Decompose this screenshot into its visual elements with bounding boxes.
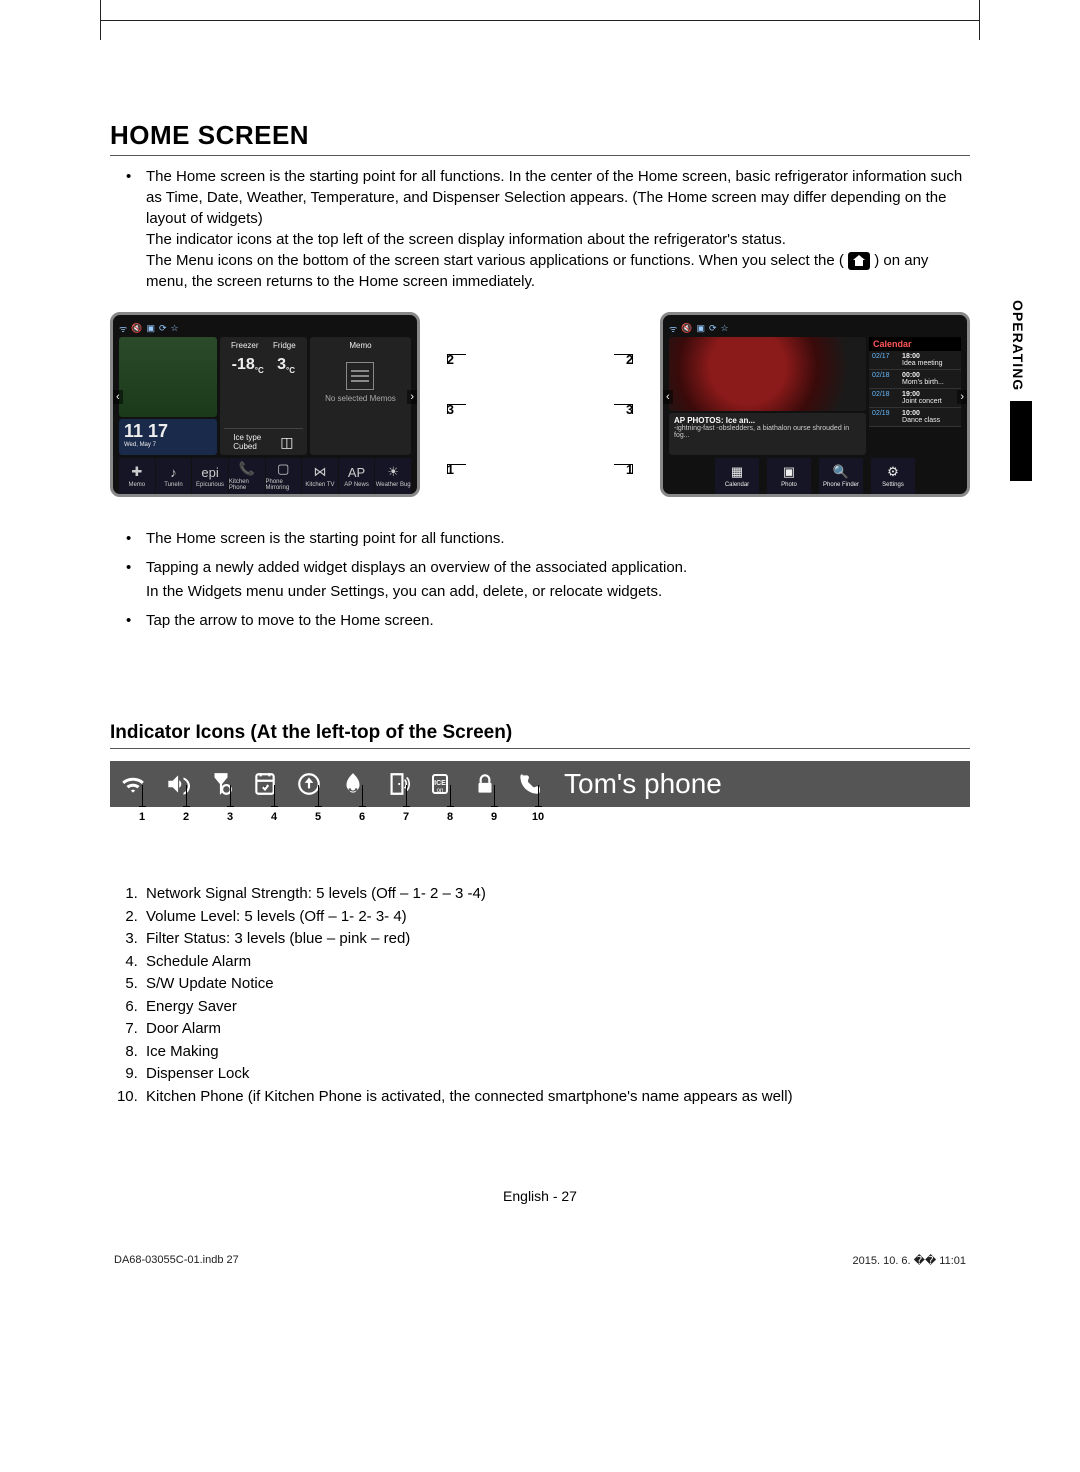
indicator-number: 4 xyxy=(252,811,296,823)
callout-3: 3 xyxy=(447,402,454,417)
wifi-icon xyxy=(120,771,148,797)
indicator-number: 8 xyxy=(428,811,472,823)
menu-item: ▦Calendar xyxy=(715,458,759,494)
callout-3b: 3 xyxy=(626,402,633,417)
legend-item: Volume Level: 5 levels (Off – 1- 2- 3- 4… xyxy=(142,906,970,929)
weather-widget xyxy=(119,337,217,417)
indicator-legend: Network Signal Strength: 5 levels (Off –… xyxy=(122,883,970,1108)
home-icon xyxy=(848,252,870,270)
menu-item: ▣Photo xyxy=(767,458,811,494)
callout-1: 1 xyxy=(447,462,454,477)
memo-icon xyxy=(346,362,374,390)
door-alarm-icon xyxy=(384,771,412,797)
callout-2: 2 xyxy=(447,352,454,367)
legend-item: S/W Update Notice xyxy=(142,973,970,996)
legend-item: Network Signal Strength: 5 levels (Off –… xyxy=(142,883,970,906)
calendar-item: 02/1800:00Mom's birth... xyxy=(869,370,961,389)
body-bullet: Tap the arrow to move to the Home screen… xyxy=(110,609,970,632)
s1-statusbar: ᯤ🔇▣⟳☆ xyxy=(119,321,411,335)
indicator-number: 9 xyxy=(472,811,516,823)
section-tab-label: OPERATING xyxy=(1010,300,1026,391)
page-footer: English - 27 xyxy=(110,1188,970,1204)
legend-item: Dispenser Lock xyxy=(142,1063,970,1086)
indicator-number: 5 xyxy=(296,811,340,823)
svg-text:on: on xyxy=(437,788,444,794)
manual-page: OPERATING HOME SCREEN • The Home screen … xyxy=(100,0,980,1307)
menu-item: ♪TuneIn xyxy=(156,458,192,494)
screenshot-row: ᯤ🔇▣⟳☆ 11 17 Wed, May 7 Freezer xyxy=(110,312,970,497)
volume-icon xyxy=(164,771,192,797)
lock-icon xyxy=(472,771,500,797)
phone-icon xyxy=(516,771,544,797)
memo-widget: Memo No selected Memos xyxy=(310,337,411,455)
print-footer: DA68-03055C-01.indb 27 2015. 10. 6. �� 1… xyxy=(110,1254,970,1267)
body-bullet: Tapping a newly added widget displays an… xyxy=(110,556,970,603)
schedule-icon xyxy=(252,771,280,797)
indicator-number: 1 xyxy=(120,811,164,823)
callout-1b: 1 xyxy=(626,462,633,477)
calendar-item: 02/1718:00Idea meeting xyxy=(869,351,961,370)
update-icon xyxy=(296,771,324,797)
legend-item: Ice Making xyxy=(142,1041,970,1064)
screenshot-2: ᯤ🔇▣⟳☆ AP PHOTOS: Ice an... -ightning-fas… xyxy=(660,312,970,497)
section-subtitle: Indicator Icons (At the left-top of the … xyxy=(110,722,970,749)
filter-icon xyxy=(208,771,236,797)
screenshot-1: ᯤ🔇▣⟳☆ 11 17 Wed, May 7 Freezer xyxy=(110,312,420,497)
section-tab: OPERATING xyxy=(1010,300,1040,481)
s2-statusbar: ᯤ🔇▣⟳☆ xyxy=(669,321,961,335)
menu-item: ⋈Kitchen TV xyxy=(302,458,338,494)
screenshot-1-wrap: ᯤ🔇▣⟳☆ 11 17 Wed, May 7 Freezer xyxy=(110,312,420,497)
menu-item: epiEpicurious xyxy=(192,458,228,494)
print-date: 2015. 10. 6. �� 11:01 xyxy=(853,1254,967,1267)
indicator-number: 6 xyxy=(340,811,384,823)
intro-b: The indicator icons at the top left of t… xyxy=(146,231,786,248)
body-bullets: The Home screen is the starting point fo… xyxy=(110,527,970,632)
menu-item: APAP News xyxy=(339,458,375,494)
legend-item: Schedule Alarm xyxy=(142,951,970,974)
menu-item: 🔍Phone Finder xyxy=(819,458,863,494)
indicator-number: 7 xyxy=(384,811,428,823)
news-widget: AP PHOTOS: Ice an... -ightning-fast -obs… xyxy=(669,413,866,455)
menu-item: ▢Phone Mirroring xyxy=(266,458,302,494)
legend-item: Energy Saver xyxy=(142,996,970,1019)
phone-name-label: Tom's phone xyxy=(564,768,722,800)
menu-item: ⚙Settings xyxy=(871,458,915,494)
menu-item: 📞Kitchen Phone xyxy=(229,458,265,494)
s1-menubar: ✚Memo♪TuneInepiEpicurious📞Kitchen Phone▢… xyxy=(119,458,411,494)
calendar-widget: Calendar 02/1718:00Idea meeting02/1800:0… xyxy=(869,337,961,455)
photo-widget xyxy=(669,337,866,411)
callout-2b: 2 xyxy=(626,352,633,367)
menu-item: ✚Memo xyxy=(119,458,155,494)
indicator-number: 10 xyxy=(516,811,560,823)
indicator-number-row: 12345678910 xyxy=(110,811,970,823)
intro-paragraph: • The Home screen is the starting point … xyxy=(110,166,970,292)
body-bullet: The Home screen is the starting point fo… xyxy=(110,527,970,550)
indicator-number: 2 xyxy=(164,811,208,823)
indicator-number: 3 xyxy=(208,811,252,823)
energy-saver-icon xyxy=(340,771,368,797)
section-tab-bar xyxy=(1010,401,1032,481)
temperature-widget: Freezer Fridge -18°C 3°C Ice type xyxy=(220,337,307,455)
ice-making-icon: ICEon xyxy=(428,771,456,797)
s2-menubar: ▦Calendar▣Photo🔍Phone Finder⚙Settings xyxy=(669,458,961,494)
page-title: HOME SCREEN xyxy=(110,120,970,156)
calendar-item: 02/1910:00Dance class xyxy=(869,408,961,427)
print-file: DA68-03055C-01.indb 27 xyxy=(114,1254,239,1267)
screenshot-2-wrap: 2 3 1 ᯤ🔇▣⟳☆ AP PHOTOS: Ice an... -ightni… xyxy=(660,312,970,497)
legend-item: Kitchen Phone (if Kitchen Phone is activ… xyxy=(142,1086,970,1109)
intro-a: The Home screen is the starting point fo… xyxy=(146,168,962,227)
menu-item: ☀Weather Bug xyxy=(375,458,411,494)
clock-widget: 11 17 Wed, May 7 xyxy=(119,419,217,455)
calendar-item: 02/1819:00Joint concert xyxy=(869,389,961,408)
svg-text:ICE: ICE xyxy=(434,780,446,787)
legend-item: Door Alarm xyxy=(142,1018,970,1041)
indicator-bar-figure: ICEon Tom's phone 12345678910 xyxy=(110,761,970,823)
intro-c-pre: The Menu icons on the bottom of the scre… xyxy=(146,252,844,269)
legend-item: Filter Status: 3 levels (blue – pink – r… xyxy=(142,928,970,951)
indicator-bar: ICEon Tom's phone xyxy=(110,761,970,807)
